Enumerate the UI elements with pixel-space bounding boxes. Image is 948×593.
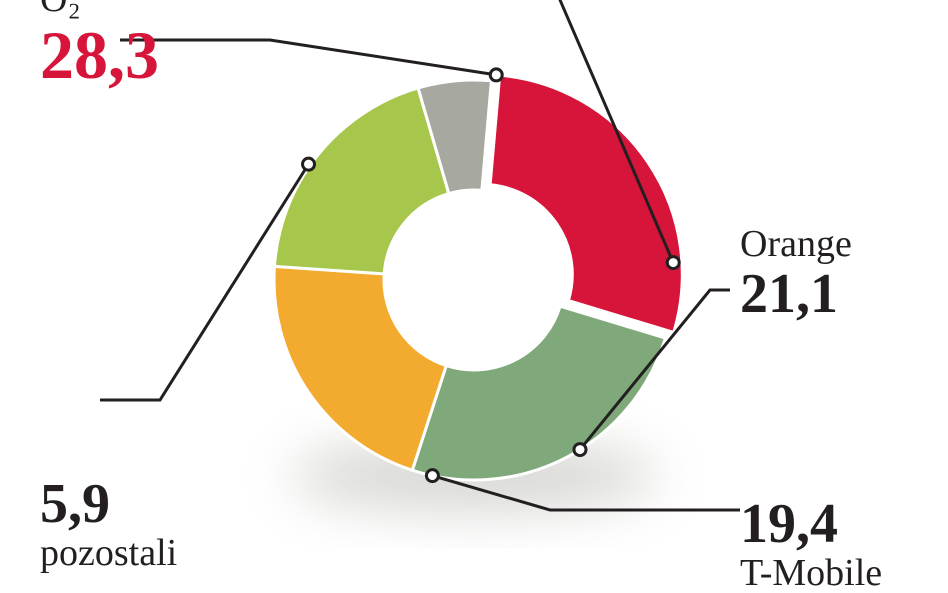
label-other: 5,9pozostali bbox=[40, 475, 177, 574]
leader-marker-tmobile bbox=[426, 470, 438, 482]
label-value-orange: 21,1 bbox=[740, 265, 852, 324]
slice-orange bbox=[274, 266, 446, 470]
slice-o2 bbox=[490, 75, 682, 332]
label-value-tmobile: 19,4 bbox=[740, 495, 882, 554]
label-o2: O₂28,3 bbox=[40, 0, 159, 91]
label-orange: Orange21,1 bbox=[740, 225, 852, 324]
label-value-o2: 28,3 bbox=[40, 20, 159, 91]
slice-tmobile bbox=[274, 88, 448, 274]
donut-chart: O₂28,325,3Orange21,119,4T-Mobile5,9pozos… bbox=[0, 0, 948, 593]
label-name-tmobile: T-Mobile bbox=[740, 554, 882, 593]
leader-marker-play bbox=[667, 257, 679, 269]
leader-o2 bbox=[120, 40, 496, 75]
leader-marker-orange bbox=[574, 444, 586, 456]
leader-marker-other bbox=[303, 158, 315, 170]
label-name-other: pozostali bbox=[40, 534, 177, 574]
leader-marker-o2 bbox=[490, 69, 502, 81]
label-tmobile: 19,4T-Mobile bbox=[740, 495, 882, 593]
label-value-other: 5,9 bbox=[40, 475, 177, 534]
label-name-orange: Orange bbox=[740, 225, 852, 265]
